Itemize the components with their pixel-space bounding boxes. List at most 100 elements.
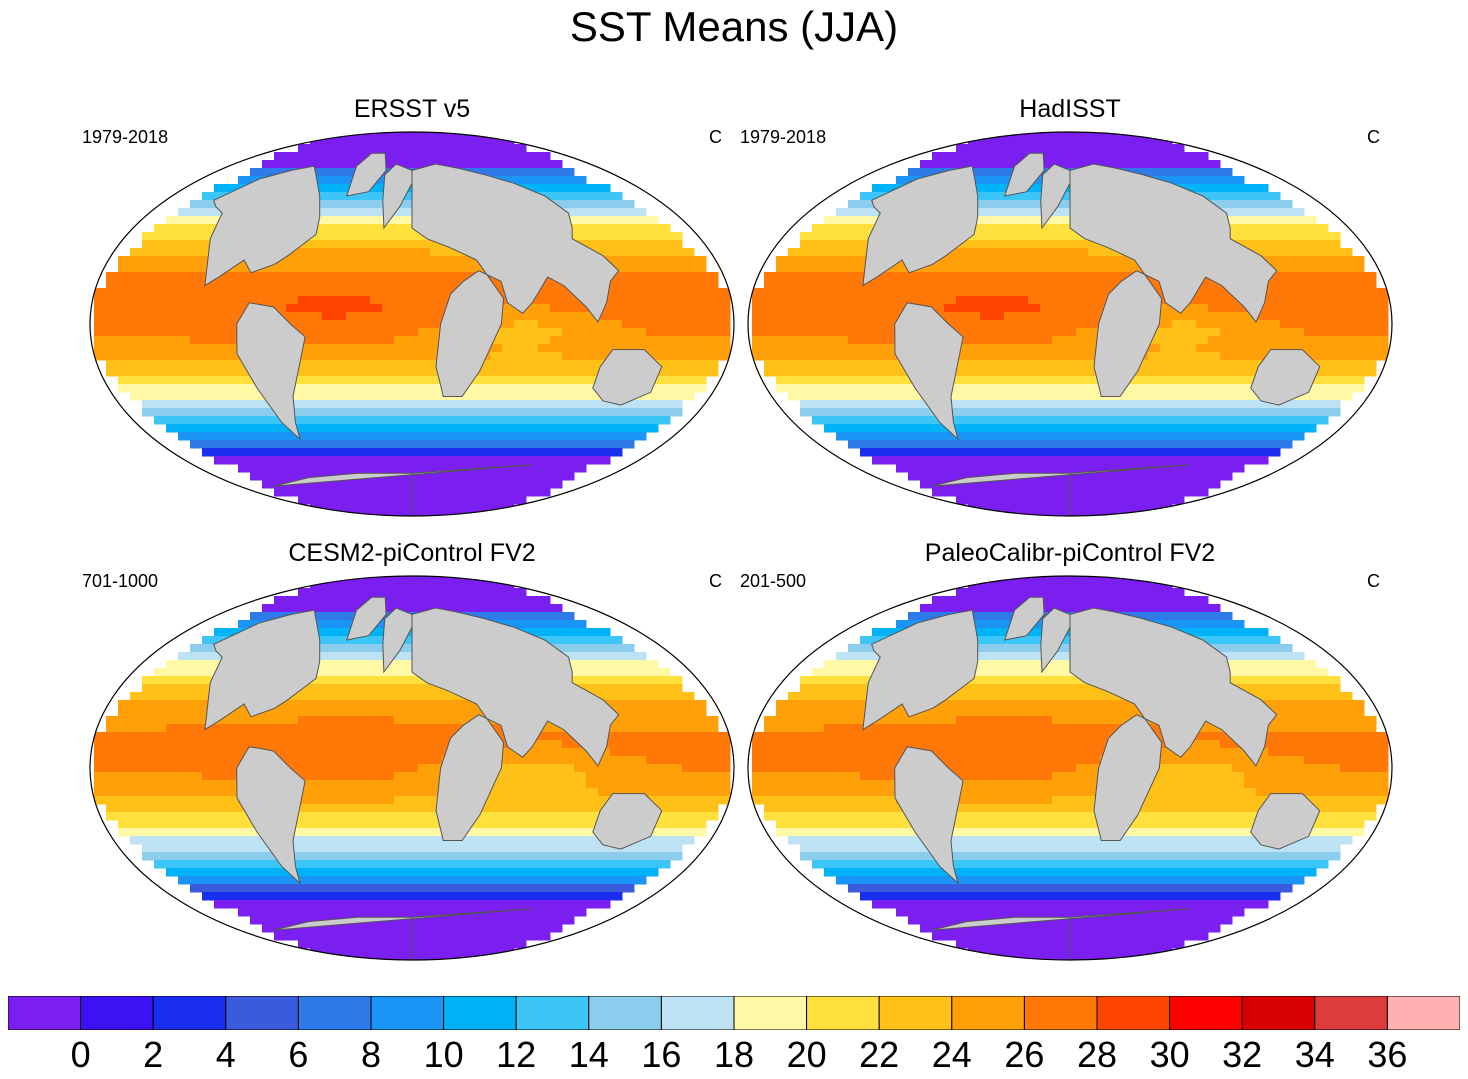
- sst-cell: [682, 748, 695, 757]
- sst-cell: [406, 296, 419, 305]
- sst-cell: [406, 456, 419, 465]
- sst-cell: [382, 344, 395, 353]
- sst-cell: [1328, 344, 1341, 353]
- sst-cell: [956, 472, 969, 481]
- sst-cell: [226, 288, 239, 297]
- sst-cell: [286, 596, 299, 605]
- sst-cell: [262, 732, 275, 741]
- sst-cell: [190, 644, 203, 653]
- sst-cell: [1160, 344, 1173, 353]
- sst-cell: [992, 360, 1005, 369]
- sst-cell: [1052, 240, 1065, 249]
- sst-cell: [622, 756, 635, 765]
- sst-cell: [166, 384, 179, 393]
- sst-cell: [190, 772, 203, 781]
- sst-cell: [526, 392, 539, 401]
- sst-cell: [1340, 368, 1353, 377]
- sst-cell: [334, 376, 347, 385]
- sst-cell: [646, 748, 659, 757]
- sst-cell: [190, 400, 203, 409]
- sst-cell: [1268, 320, 1281, 329]
- sst-cell: [418, 320, 431, 329]
- sst-cell: [1040, 504, 1053, 513]
- sst-cell: [334, 456, 347, 465]
- sst-cell: [1028, 224, 1041, 233]
- sst-cell: [130, 296, 143, 305]
- sst-cell: [202, 636, 215, 645]
- sst-cell: [490, 432, 503, 441]
- sst-cell: [454, 152, 467, 161]
- sst-cell: [1064, 416, 1077, 425]
- sst-cell: [1016, 328, 1029, 337]
- sst-cell: [1292, 296, 1305, 305]
- sst-cell: [406, 780, 419, 789]
- sst-cell: [1124, 496, 1137, 505]
- sst-cell: [334, 288, 347, 297]
- sst-cell: [836, 304, 849, 313]
- sst-cell: [322, 184, 335, 193]
- sst-cell: [154, 716, 167, 725]
- sst-cell: [884, 416, 897, 425]
- sst-cell: [490, 440, 503, 449]
- sst-cell: [562, 328, 575, 337]
- sst-cell: [1292, 424, 1305, 433]
- sst-cell: [370, 580, 383, 589]
- sst-cell: [1148, 376, 1161, 385]
- sst-cell: [502, 480, 515, 489]
- sst-cell: [418, 408, 431, 417]
- sst-cell: [490, 496, 503, 505]
- sst-cell: [262, 708, 275, 717]
- sst-cell: [1256, 432, 1269, 441]
- sst-cell: [920, 440, 933, 449]
- sst-cell: [382, 336, 395, 345]
- sst-cell: [1352, 344, 1365, 353]
- sst-cell: [406, 576, 419, 581]
- sst-cell: [622, 772, 635, 781]
- sst-cell: [154, 764, 167, 773]
- sst-cell: [622, 288, 635, 297]
- sst-cell: [646, 780, 659, 789]
- sst-cell: [430, 576, 443, 581]
- sst-cell: [634, 756, 647, 765]
- sst-cell: [286, 432, 299, 441]
- sst-cell: [202, 368, 215, 377]
- sst-cell: [980, 456, 993, 465]
- sst-cell: [334, 612, 347, 621]
- sst-cell: [190, 304, 203, 313]
- sst-cell: [394, 288, 407, 297]
- sst-cell: [1004, 208, 1017, 217]
- sst-cell: [812, 296, 825, 305]
- sst-cell: [1040, 480, 1053, 489]
- sst-cell: [250, 272, 263, 281]
- sst-cell: [274, 708, 287, 717]
- sst-cell: [322, 772, 335, 781]
- sst-cell: [574, 352, 587, 361]
- sst-cell: [562, 296, 575, 305]
- sst-cell: [322, 732, 335, 741]
- sst-cell: [550, 352, 563, 361]
- sst-cell: [130, 740, 143, 749]
- sst-cell: [166, 700, 179, 709]
- sst-cell: [718, 780, 731, 789]
- sst-cell: [1340, 376, 1353, 385]
- sst-cell: [370, 240, 383, 249]
- sst-cell: [658, 224, 671, 233]
- sst-cell: [1268, 224, 1281, 233]
- sst-cell: [812, 408, 825, 417]
- sst-cell: [166, 788, 179, 797]
- sst-cell: [142, 740, 155, 749]
- sst-cell: [1088, 480, 1101, 489]
- sst-cell: [550, 408, 563, 417]
- sst-cell: [274, 724, 287, 733]
- sst-cell: [776, 328, 789, 337]
- sst-cell: [776, 288, 789, 297]
- sst-cell: [514, 408, 527, 417]
- sst-cell: [154, 232, 167, 241]
- sst-cell: [788, 320, 801, 329]
- sst-cell: [1148, 384, 1161, 393]
- sst-cell: [658, 780, 671, 789]
- sst-cell: [1376, 304, 1389, 313]
- sst-cell: [980, 408, 993, 417]
- sst-cell: [622, 724, 635, 733]
- sst-cell: [274, 424, 287, 433]
